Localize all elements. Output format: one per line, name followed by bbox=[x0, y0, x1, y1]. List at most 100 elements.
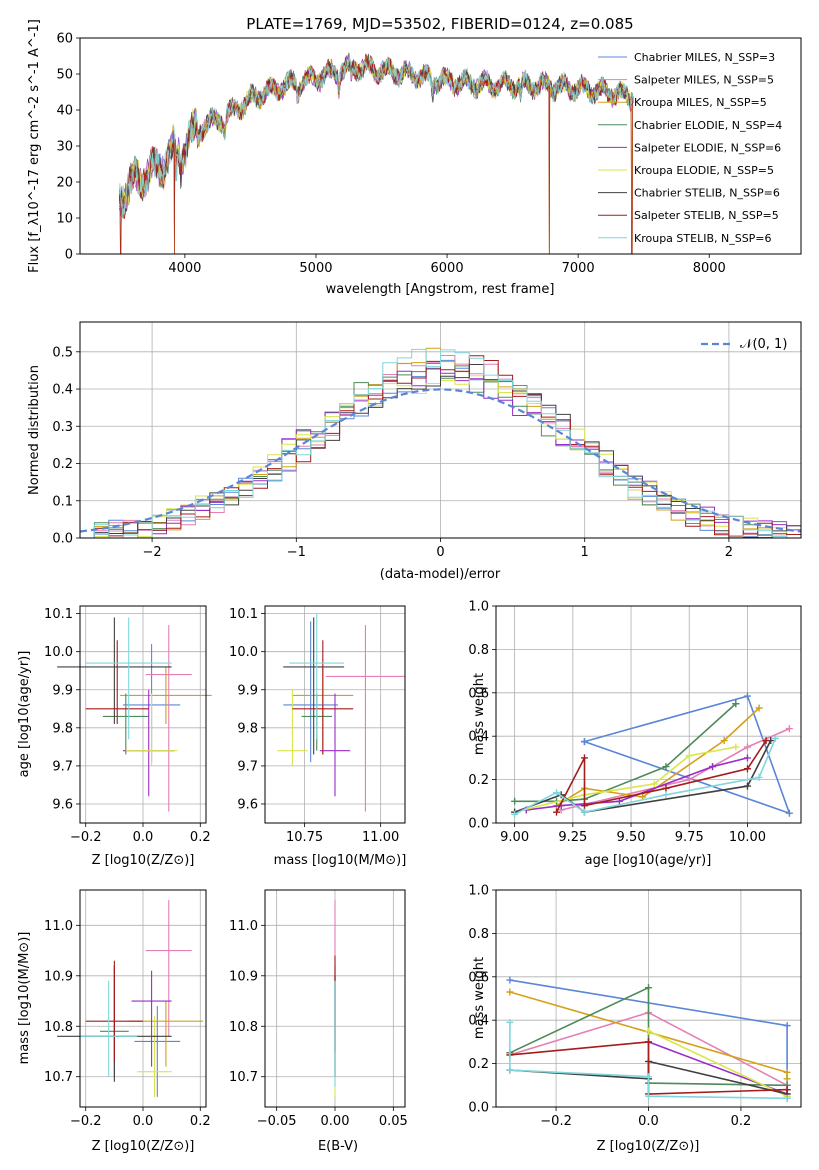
mass-weight-marker bbox=[580, 808, 588, 816]
x-tick-label: 4000 bbox=[168, 261, 201, 276]
mass-weight-marker bbox=[685, 752, 693, 760]
massweight-vs-age-axes-frame bbox=[495, 605, 802, 824]
x-tick-label: 1 bbox=[581, 545, 589, 560]
mass-vs-ebv-xlabel: E(B-V) bbox=[318, 1139, 358, 1154]
y-tick-label: 10.7 bbox=[229, 1070, 258, 1085]
x-tick-label: 0.00 bbox=[321, 1114, 350, 1129]
spectrum-ylabel: Flux [f_λ10^-17 erg cm^-2 s^-1 A^-1] bbox=[27, 19, 42, 273]
mass-weight-marker bbox=[506, 1018, 514, 1026]
mass-weight-marker bbox=[743, 782, 751, 790]
mass-weight-line bbox=[509, 1041, 788, 1095]
age-vs-z-xlabel: Z [log10(Z/Z⊙)] bbox=[92, 853, 195, 868]
y-tick-label: 0.2 bbox=[468, 1057, 489, 1072]
x-tick-label: −1 bbox=[287, 545, 306, 560]
y-tick-label: 0.4 bbox=[468, 730, 489, 745]
y-tick-label: 0.6 bbox=[468, 686, 489, 701]
mass-weight-marker bbox=[720, 737, 728, 745]
mass-weight-marker bbox=[732, 743, 740, 751]
y-tick-label: 10.8 bbox=[44, 1020, 73, 1035]
y-tick-label: 10.7 bbox=[44, 1070, 73, 1085]
x-tick-label: 0 bbox=[436, 545, 444, 560]
normal-curve bbox=[79, 388, 802, 533]
mass-weight-marker bbox=[511, 810, 519, 818]
y-tick-label: 0.8 bbox=[468, 927, 489, 942]
x-tick-label: −2 bbox=[143, 545, 162, 560]
massweight-vs-z-ylabel: mass weight bbox=[472, 957, 487, 1039]
mass-weight-marker bbox=[553, 789, 561, 797]
mass-weight-marker bbox=[743, 754, 751, 762]
y-tick-label: 1.0 bbox=[468, 600, 489, 615]
y-tick-label: 9.8 bbox=[52, 721, 73, 736]
mass-weight-marker bbox=[506, 1066, 514, 1074]
mass-weight-marker bbox=[743, 765, 751, 773]
figure-title: PLATE=1769, MJD=53502, FIBERID=0124, z=0… bbox=[246, 15, 633, 33]
mass-weight-marker bbox=[645, 984, 652, 992]
y-tick-label: 0.4 bbox=[468, 1014, 489, 1029]
y-tick-label: 0.8 bbox=[468, 643, 489, 658]
y-tick-label: 10.1 bbox=[44, 607, 73, 622]
y-tick-label: 10.9 bbox=[44, 969, 73, 984]
x-tick-label: 0.0 bbox=[133, 830, 154, 845]
y-tick-label: 0.0 bbox=[468, 1101, 489, 1116]
y-tick-label: 0.1 bbox=[52, 494, 73, 509]
legend-entry: Chabrier MILES, N_SSP=3 bbox=[634, 51, 775, 64]
mass-weight-marker bbox=[650, 780, 658, 788]
mass-weight-marker bbox=[755, 704, 763, 712]
y-tick-label: 9.6 bbox=[52, 797, 73, 812]
mass-weight-marker bbox=[645, 1027, 652, 1035]
age-vs-mass-axes-frame bbox=[264, 605, 406, 824]
x-tick-label: 10.75 bbox=[286, 830, 323, 845]
x-tick-label: −0.05 bbox=[257, 1114, 297, 1129]
mass-weight-line bbox=[514, 738, 777, 816]
x-tick-label: 0.0 bbox=[133, 1114, 154, 1129]
mass-weight-line bbox=[648, 1030, 788, 1097]
x-tick-label: −0.2 bbox=[540, 1114, 572, 1129]
age-vs-z-grid bbox=[80, 606, 206, 823]
y-tick-label: 0 bbox=[65, 248, 73, 263]
spectrum-plot-layer bbox=[118, 52, 634, 255]
mass-weight-marker bbox=[771, 734, 779, 742]
legend-entry: Salpeter MILES, N_SSP=5 bbox=[634, 74, 774, 87]
mass-weight-marker bbox=[785, 809, 793, 817]
mass-weight-marker bbox=[743, 692, 751, 700]
y-tick-label: 9.9 bbox=[237, 683, 258, 698]
y-tick-label: 10.9 bbox=[229, 969, 258, 984]
massweight-vs-z-xlabel: Z [log10(Z/Z⊙)] bbox=[597, 1139, 700, 1154]
mass-weight-marker bbox=[662, 784, 670, 792]
legend-entry: Kroupa STELIB, N_SSP=6 bbox=[634, 232, 772, 245]
x-tick-label: 0.0 bbox=[638, 1114, 659, 1129]
y-tick-label: 9.6 bbox=[237, 797, 258, 812]
y-tick-label: 0.2 bbox=[52, 457, 73, 472]
massweight-vs-z-plot-layer bbox=[506, 976, 791, 1102]
spectrum-xlabel: wavelength [Angstrom, rest frame] bbox=[326, 282, 555, 297]
y-tick-label: 40 bbox=[56, 104, 73, 119]
mass-vs-z-plot-layer bbox=[57, 900, 204, 1097]
x-tick-label: 0.05 bbox=[379, 1114, 408, 1129]
legend-entry: Kroupa MILES, N_SSP=5 bbox=[634, 96, 767, 109]
mass-weight-marker bbox=[580, 802, 588, 810]
residual-histogram bbox=[80, 348, 801, 539]
mass-weight-marker bbox=[511, 797, 519, 805]
mass-vs-ebv-panel: −0.05 0.00 0.05 10.7 10.8 10.9 11.0 E(B-V) bbox=[229, 889, 408, 1154]
y-tick-label: 0.5 bbox=[52, 345, 73, 360]
mass-weight-marker bbox=[762, 737, 770, 745]
massweight-vs-age-xlabel: age [log10(age/yr)] bbox=[585, 853, 712, 868]
mass-weight-marker bbox=[743, 743, 751, 751]
mass-weight-marker bbox=[755, 773, 763, 781]
legend-entry: Kroupa ELODIE, N_SSP=5 bbox=[634, 164, 774, 177]
spectrum-ticks: 4000 5000 6000 7000 8000 0 10 20 30 40 50 60 bbox=[56, 32, 725, 277]
mass-weight-marker bbox=[732, 700, 740, 708]
x-tick-label: −0.2 bbox=[70, 830, 102, 845]
legend-entry: Chabrier ELODIE, N_SSP=4 bbox=[634, 119, 782, 132]
x-tick-label: 0.2 bbox=[190, 830, 211, 845]
y-tick-label: 20 bbox=[56, 176, 73, 191]
massweight-vs-age-panel: 9.00 9.25 9.50 9.75 10.000.00.20.40.60.81.0 … bbox=[468, 600, 802, 868]
mass-vs-ebv-ticks: −0.05 0.00 0.05 10.7 10.8 10.9 11.0 bbox=[229, 919, 408, 1129]
y-tick-label: 0.6 bbox=[468, 970, 489, 985]
legend-entry: Salpeter STELIB, N_SSP=5 bbox=[634, 209, 779, 222]
y-tick-label: 60 bbox=[56, 32, 73, 47]
x-tick-label: −0.2 bbox=[70, 1114, 102, 1129]
mass-weight-marker bbox=[709, 763, 717, 771]
age-vs-z-plot-layer bbox=[57, 617, 212, 812]
